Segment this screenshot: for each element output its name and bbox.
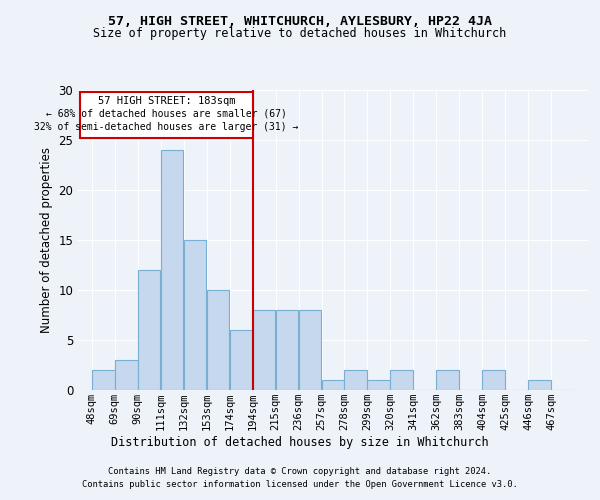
Text: 57 HIGH STREET: 183sqm: 57 HIGH STREET: 183sqm xyxy=(98,96,235,106)
Bar xyxy=(367,380,390,390)
Text: Distribution of detached houses by size in Whitchurch: Distribution of detached houses by size … xyxy=(111,436,489,449)
Bar xyxy=(436,370,459,390)
Bar xyxy=(253,310,275,390)
Bar xyxy=(344,370,367,390)
Bar xyxy=(299,310,321,390)
Text: Size of property relative to detached houses in Whitchurch: Size of property relative to detached ho… xyxy=(94,28,506,40)
Text: Contains public sector information licensed under the Open Government Licence v3: Contains public sector information licen… xyxy=(82,480,518,489)
Bar xyxy=(206,290,229,390)
Text: Contains HM Land Registry data © Crown copyright and database right 2024.: Contains HM Land Registry data © Crown c… xyxy=(109,467,491,476)
Bar xyxy=(138,270,160,390)
Bar xyxy=(92,370,115,390)
Bar xyxy=(161,150,184,390)
Bar xyxy=(482,370,505,390)
Text: 32% of semi-detached houses are larger (31) →: 32% of semi-detached houses are larger (… xyxy=(34,122,299,132)
Bar xyxy=(230,330,253,390)
Bar xyxy=(322,380,344,390)
Text: ← 68% of detached houses are smaller (67): ← 68% of detached houses are smaller (67… xyxy=(46,109,287,119)
Y-axis label: Number of detached properties: Number of detached properties xyxy=(40,147,53,333)
Bar xyxy=(184,240,206,390)
Bar xyxy=(391,370,413,390)
FancyBboxPatch shape xyxy=(80,92,253,138)
Bar xyxy=(275,310,298,390)
Bar xyxy=(528,380,551,390)
Bar xyxy=(115,360,137,390)
Text: 57, HIGH STREET, WHITCHURCH, AYLESBURY, HP22 4JA: 57, HIGH STREET, WHITCHURCH, AYLESBURY, … xyxy=(108,15,492,28)
